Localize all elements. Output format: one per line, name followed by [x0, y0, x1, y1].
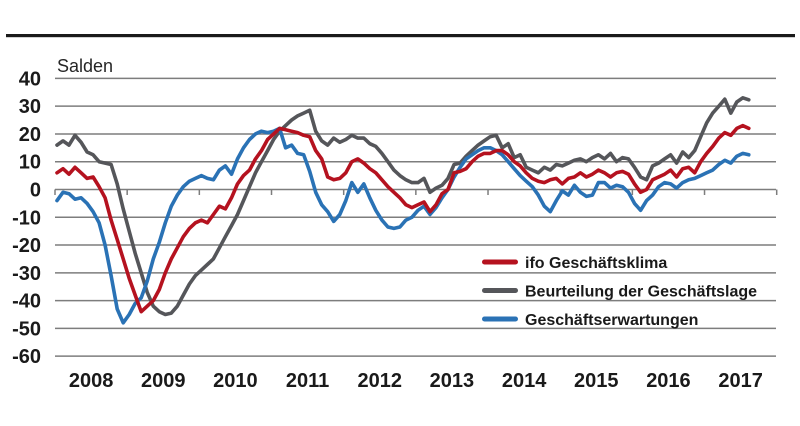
x-tick-label-2016: 2016	[646, 370, 691, 392]
legend-swatch-beurteilung-der-geschaeftslage	[482, 288, 518, 293]
y-tick-label: 0	[30, 180, 41, 202]
y-tick-label: -40	[12, 291, 41, 313]
y-tick-label: 40	[19, 68, 41, 90]
y-tick-label: -20	[12, 235, 41, 257]
legend-swatch-ifo-geschaeftsklima	[482, 259, 518, 265]
x-tick-label-2008: 2008	[69, 370, 114, 392]
legend-swatch-geschaeftserwartungen	[482, 316, 518, 322]
y-tick-label: -30	[12, 263, 41, 285]
series-lines-group	[55, 96, 751, 325]
x-tick-label-2011: 2011	[286, 370, 329, 392]
legend-label-geschaeftserwartungen: Geschäftserwartungen	[525, 312, 698, 329]
x-tick-label-2012: 2012	[358, 370, 403, 392]
legend-label-ifo-geschaeftsklima: ifo Geschäftsklima	[525, 255, 667, 272]
y-tick-label: -10	[12, 207, 41, 229]
gridlines-group	[54, 77, 778, 357]
y-tick-label: 10	[19, 152, 41, 174]
series-line-beurteilung-der-geschaeftslage	[55, 96, 751, 317]
x-tick-label-2013: 2013	[430, 370, 475, 392]
y-axis-unit-label: Salden	[57, 56, 113, 76]
x-tick-label-2009: 2009	[141, 370, 186, 392]
y-tick-label: 30	[19, 96, 41, 118]
top-rule	[6, 34, 795, 38]
series-line-geschaeftserwartungen	[55, 126, 751, 325]
x-tick-label-2017: 2017	[718, 370, 763, 392]
y-tick-label: -60	[12, 346, 41, 368]
y-tick-label: -50	[12, 318, 41, 340]
legend: ifo Geschäftsklima Beurteilung der Gesch…	[482, 255, 757, 329]
x-tick-label-2014: 2014	[502, 370, 547, 392]
legend-label-beurteilung-der-geschaeftslage: Beurteilung der Geschäftslage	[525, 284, 757, 301]
x-tick-label-2010: 2010	[213, 370, 258, 392]
x-tick-label-2015: 2015	[574, 370, 619, 392]
series-line-ifo-geschaeftsklima	[55, 123, 751, 314]
y-tick-label: 20	[19, 124, 41, 146]
